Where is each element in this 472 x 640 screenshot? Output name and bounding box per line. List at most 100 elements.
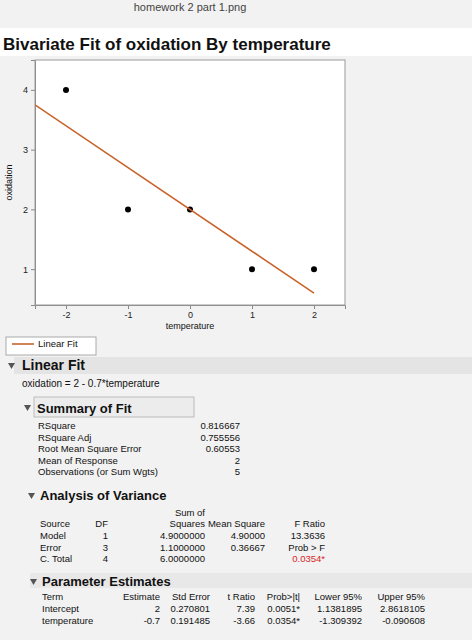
table-header: F Ratio (294, 518, 325, 529)
table-cell: 0.0354* (267, 615, 300, 626)
y-tick-mark (31, 90, 35, 91)
y-tick-mark (31, 150, 35, 151)
table-cell: C. Total (40, 553, 72, 564)
summary-value: 0.60553 (206, 443, 240, 454)
table-cell: 0.0354* (292, 553, 325, 564)
x-axis-title: temperature (166, 321, 215, 331)
y-tick: 2 (23, 205, 35, 215)
table-header: Squares (170, 518, 206, 529)
x-tick-label: 1 (250, 310, 255, 320)
title-band (0, 28, 472, 56)
x-tick-mark (190, 305, 191, 309)
table-cell: Intercept (42, 603, 79, 614)
disclosure-icon[interactable] (24, 405, 31, 411)
table-cell: -1.309392 (319, 615, 362, 626)
table-cell: Prob > F (288, 542, 325, 553)
summary-label: Root Mean Square Error (38, 443, 142, 454)
table-cell: 2 (155, 603, 160, 614)
data-point (249, 266, 255, 272)
summary-label: RSquare Adj (38, 432, 91, 443)
y-axis: 1 2 3 4 (23, 61, 36, 306)
x-tick-label: 2 (312, 310, 317, 320)
table-cell: 2.8618105 (380, 603, 425, 614)
table-cell: 0.270801 (170, 603, 210, 614)
fit-equation: oxidation = 2 - 0.7*temperature (22, 378, 160, 389)
x-tick-label: -1 (124, 310, 132, 320)
summary-value: 2 (235, 455, 240, 466)
x-axis: -2 -1 0 1 2 (36, 305, 346, 320)
table-cell: 7.39 (237, 603, 256, 614)
y-tick: 3 (23, 145, 35, 155)
legend: Linear Fit (6, 337, 96, 355)
disclosure-icon[interactable] (8, 363, 15, 369)
y-tick: 1 (23, 265, 35, 275)
table-header: DF (95, 518, 108, 529)
table-cell: 4 (103, 553, 108, 564)
table-header: Upper 95% (377, 591, 425, 602)
x-tick: 0 (188, 305, 193, 320)
plot-background (35, 60, 345, 305)
window-title: homework 2 part 1.png (134, 1, 247, 13)
table-cell: temperature (42, 615, 93, 626)
plot-marks (35, 87, 317, 293)
table-header: Term (42, 591, 63, 602)
page: homework 2 part 1.png Bivariate Fit of ox… (0, 0, 472, 640)
table-header: t Ratio (228, 591, 255, 602)
y-axis-title: oxidation (4, 164, 14, 200)
table-cell: 1.1000000 (160, 542, 205, 553)
y-tick-label: 2 (23, 205, 28, 215)
x-tick-mark (66, 305, 67, 309)
summary-value: 5 (235, 466, 240, 477)
legend-swatch (12, 343, 34, 345)
data-point (311, 266, 317, 272)
disclosure-icon[interactable] (28, 493, 35, 499)
x-tick-label: 0 (188, 310, 193, 320)
table-cell: 0.0051* (267, 603, 300, 614)
section-header-box (34, 397, 194, 417)
table-header: Estimate (123, 591, 160, 602)
table-cell: Model (40, 530, 66, 541)
y-tick-label: 4 (23, 85, 28, 95)
fit-line (35, 105, 314, 293)
table-cell: -0.7 (144, 615, 160, 626)
table-cell: 3 (103, 542, 108, 553)
x-tick: 2 (312, 305, 317, 320)
summary-label: Mean of Response (38, 455, 118, 466)
summary-value: 0.755556 (200, 432, 240, 443)
section-title: Parameter Estimates (42, 574, 171, 589)
section-title: Linear Fit (22, 357, 85, 373)
table-header: Std Error (172, 591, 210, 602)
x-tick: -1 (124, 305, 132, 320)
section-band (30, 573, 472, 588)
summary-value: 0.816667 (200, 420, 240, 431)
section-band (14, 357, 472, 374)
data-point (125, 206, 131, 212)
table-header: Sum of (175, 507, 205, 518)
y-tick-label: 3 (23, 145, 28, 155)
section-title: Summary of Fit (37, 401, 132, 416)
table-cell: 1.1381895 (317, 603, 362, 614)
table-header: Lower 95% (314, 591, 362, 602)
legend-box (6, 337, 96, 355)
disclosure-icon[interactable] (30, 579, 37, 585)
summary-label: Observations (or Sum Wgts) (38, 466, 158, 477)
x-tick: 1 (250, 305, 255, 320)
x-tick-label: -2 (62, 310, 70, 320)
y-tick-mark (31, 269, 35, 270)
table-header: Mean Square (208, 518, 265, 529)
y-tick-mark (31, 209, 35, 210)
chart-title: Bivariate Fit of oxidation By temperatur… (3, 35, 331, 54)
section-title: Analysis of Variance (40, 488, 166, 503)
y-tick: 4 (23, 85, 35, 95)
table-cell: 4.90000 (231, 530, 265, 541)
table-header: Source (40, 518, 70, 529)
table-cell: 13.3636 (291, 530, 325, 541)
data-point (63, 87, 69, 93)
table-cell: 0.191485 (170, 615, 210, 626)
table-cell: -3.66 (233, 615, 255, 626)
x-tick-mark (252, 305, 253, 309)
x-tick-mark (128, 305, 129, 309)
table-cell: Error (40, 542, 61, 553)
legend-label: Linear Fit (38, 338, 78, 349)
x-axis-line (36, 306, 346, 310)
